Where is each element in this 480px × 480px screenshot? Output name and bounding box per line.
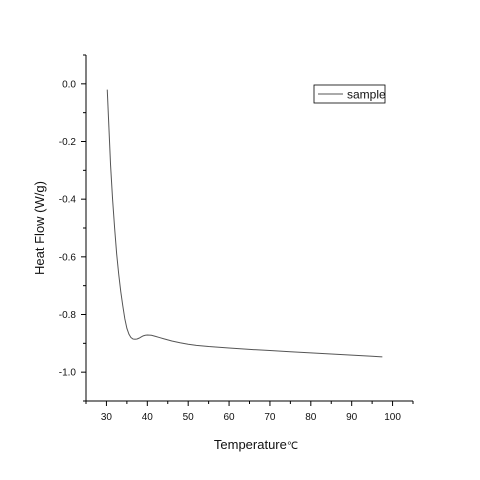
legend-label-sample: sample (347, 88, 386, 102)
x-tick-label: 80 (305, 412, 317, 423)
x-axis-title-text: Temperature (214, 437, 287, 452)
x-tick-label: 30 (101, 412, 113, 423)
x-tick-label: 100 (384, 412, 401, 423)
y-tick-label: -0.2 (59, 137, 77, 148)
y-tick-label: -0.6 (59, 252, 77, 263)
x-tick-label: 60 (224, 412, 236, 423)
legend: sample (313, 84, 386, 104)
y-tick-label: -1.0 (59, 368, 77, 379)
x-axis-title-unit: ℃ (287, 441, 298, 452)
x-tick-label: 70 (264, 412, 276, 423)
y-tick-label: -0.8 (59, 310, 77, 321)
y-tick-label: -0.4 (59, 195, 77, 206)
x-axis-ticks: 30 40 50 60 70 80 90 100 (85, 401, 414, 423)
x-tick-label: 40 (142, 412, 154, 423)
legend-box (313, 84, 386, 104)
x-axis-title: Temperature℃ (214, 437, 298, 452)
x-tick-label: 50 (183, 412, 195, 423)
y-axis-ticks: 0.0 -0.2 -0.4 -0.6 -0.8 -1.0 (59, 54, 86, 402)
x-tick-label: 90 (346, 412, 358, 423)
series-line-sample (106, 89, 383, 358)
y-axis-title: Heat Flow (W/g) (32, 181, 47, 275)
y-tick-label: 0.0 (62, 79, 76, 90)
